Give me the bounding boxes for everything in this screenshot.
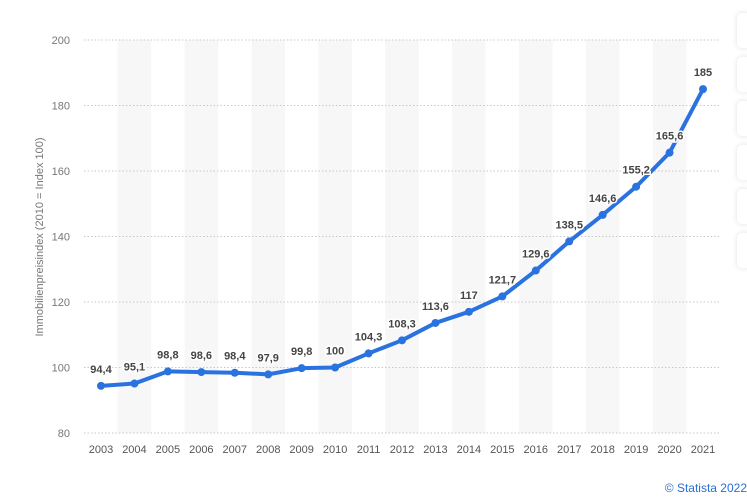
data-point [197, 368, 206, 377]
copyright-link[interactable]: © Statista 2022 [664, 481, 747, 495]
y-tick-label: 80 [58, 428, 70, 440]
x-tick-label: 2009 [289, 444, 313, 456]
data-point [498, 292, 507, 301]
y-tick-label: 100 [52, 363, 70, 375]
data-label: 97,9 [258, 352, 279, 364]
data-label: 98,4 [224, 351, 246, 363]
side-action-button[interactable] [737, 145, 747, 180]
column-band [251, 40, 285, 433]
data-point [531, 266, 540, 275]
y-tick-label: 160 [52, 166, 70, 178]
x-tick-label: 2008 [256, 444, 280, 456]
data-label: 117 [460, 290, 478, 302]
data-label: 113,6 [422, 301, 449, 313]
data-point [364, 349, 373, 358]
data-label: 108,3 [388, 318, 416, 330]
side-action-button[interactable] [737, 101, 747, 136]
x-tick-label: 2021 [691, 444, 715, 456]
data-point [331, 363, 340, 372]
data-point [665, 148, 674, 157]
data-point [598, 210, 607, 219]
data-label: 185 [694, 67, 712, 79]
side-action-button[interactable] [737, 13, 747, 48]
data-point [97, 381, 105, 390]
side-action-button[interactable] [737, 233, 747, 268]
x-tick-label: 2011 [357, 444, 381, 456]
data-label: 99,8 [291, 346, 312, 358]
data-point [297, 364, 306, 373]
x-tick-label: 2014 [457, 444, 481, 456]
data-point [163, 367, 172, 376]
y-axis-label: Immobilienpreisindex (2010 = Index 100) [34, 137, 46, 336]
data-label: 104,3 [355, 331, 383, 343]
data-label: 146,6 [589, 193, 617, 205]
data-point [464, 307, 473, 316]
y-tick-label: 180 [52, 101, 70, 113]
x-tick-label: 2016 [524, 444, 548, 456]
y-tick-label: 120 [52, 297, 70, 309]
data-label: 165,6 [656, 131, 684, 143]
y-tick-label: 200 [52, 35, 70, 47]
x-tick-label: 2007 [223, 444, 247, 456]
x-tick-label: 2020 [657, 444, 681, 456]
data-point [632, 182, 641, 191]
data-point [699, 85, 707, 94]
x-tick-label: 2006 [189, 444, 213, 456]
data-label: 94,4 [90, 364, 112, 376]
x-tick-label: 2018 [590, 444, 614, 456]
y-tick-label: 140 [52, 232, 70, 244]
x-tick-label: 2012 [390, 444, 414, 456]
x-tick-label: 2019 [624, 444, 648, 456]
data-label: 98,6 [191, 350, 212, 362]
x-tick-label: 2015 [490, 444, 514, 456]
x-tick-label: 2010 [323, 444, 347, 456]
x-tick-label: 2004 [122, 444, 146, 456]
data-label: 138,5 [555, 219, 583, 231]
x-tick-label: 2005 [156, 444, 180, 456]
data-point [130, 379, 139, 388]
side-action-button[interactable] [737, 189, 747, 224]
x-tick-label: 2013 [423, 444, 447, 456]
x-tick-label: 2003 [89, 444, 113, 456]
data-point [398, 336, 406, 345]
data-label: 155,2 [622, 165, 650, 177]
data-point [230, 368, 239, 377]
side-action-button[interactable] [737, 57, 747, 92]
data-label: 95,1 [124, 362, 145, 374]
data-point [264, 370, 273, 379]
data-label: 129,6 [522, 249, 550, 261]
x-tick-label: 2017 [557, 444, 581, 456]
data-point [431, 318, 440, 327]
data-label: 121,7 [489, 274, 517, 286]
data-point [565, 237, 574, 246]
data-label: 100 [326, 346, 344, 358]
data-label: 98,8 [157, 349, 178, 361]
